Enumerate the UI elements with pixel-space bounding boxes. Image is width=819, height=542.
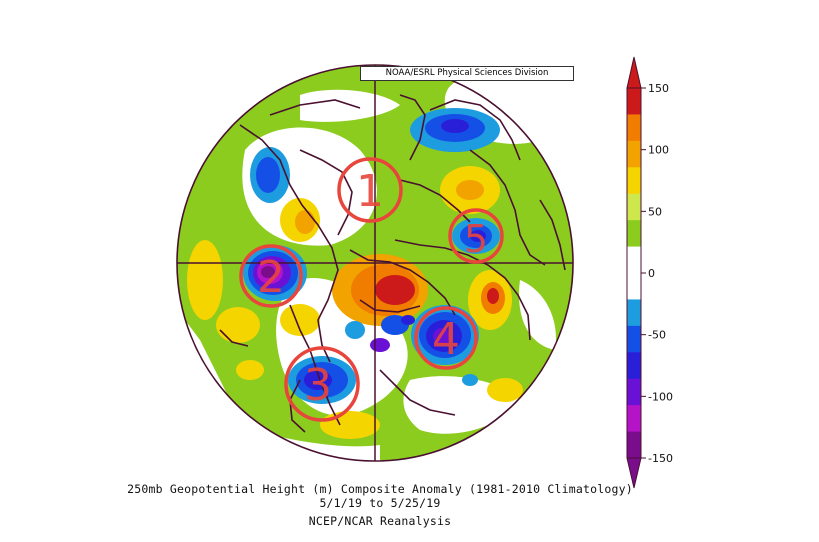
colorbar-tick-label: -150 — [648, 452, 673, 465]
colorbar-tick-label: 150 — [648, 82, 669, 95]
caption-dates: 5/1/19 to 5/25/19 — [319, 496, 441, 510]
marker-5-label: 5 — [464, 217, 488, 261]
colorbar-segment — [627, 273, 641, 300]
colorbar-top-arrow — [626, 56, 642, 89]
marker-3-label: 3 — [304, 360, 332, 411]
coastlines — [219, 94, 566, 433]
colorbar-tick-label: 50 — [648, 205, 662, 218]
marker-2: 2 — [239, 244, 303, 308]
colorbar-segment — [627, 431, 641, 459]
colorbar-segment — [627, 114, 641, 142]
colorbar-ticks: 150 100 50 0 -50 -100 -150 — [641, 82, 673, 465]
marker-4: 4 — [414, 306, 478, 370]
colorbar-segment — [627, 88, 641, 115]
colorbar-segments — [627, 88, 641, 459]
colorbar-tick-label: -100 — [648, 390, 673, 403]
marker-4-label: 4 — [432, 314, 460, 365]
colorbar-segment — [627, 246, 641, 274]
colorbar-segment — [627, 167, 641, 195]
anomaly-markers: 1 2 3 4 5 — [239, 157, 504, 422]
marker-2-label: 2 — [257, 252, 285, 303]
colorbar-tick-label: -50 — [648, 329, 666, 342]
caption-title: 250mb Geopotential Height (m) Composite … — [127, 482, 633, 496]
colorbar-segment — [627, 220, 641, 248]
colorbar-segment — [627, 352, 641, 380]
colorbar-tick-label: 0 — [648, 267, 655, 280]
marker-1: 1 — [337, 157, 403, 223]
colorbar-segment — [627, 378, 641, 406]
caption-source: NCEP/NCAR Reanalysis — [308, 514, 452, 528]
source-label: NOAA/ESRL Physical Sciences Division — [360, 66, 574, 81]
colorbar-tick-label: 100 — [648, 144, 669, 157]
marker-1-label: 1 — [356, 166, 384, 217]
marker-5: 5 — [448, 208, 504, 264]
colorbar-segment — [627, 325, 641, 353]
colorbar-segment — [627, 140, 641, 168]
colorbar-segment — [627, 405, 641, 433]
colorbar-segment — [627, 193, 641, 221]
marker-3: 3 — [284, 346, 360, 422]
map-boundary — [176, 64, 574, 462]
colorbar: 150 100 50 0 -50 -100 -150 — [626, 56, 673, 489]
colorbar-segment — [627, 299, 641, 327]
